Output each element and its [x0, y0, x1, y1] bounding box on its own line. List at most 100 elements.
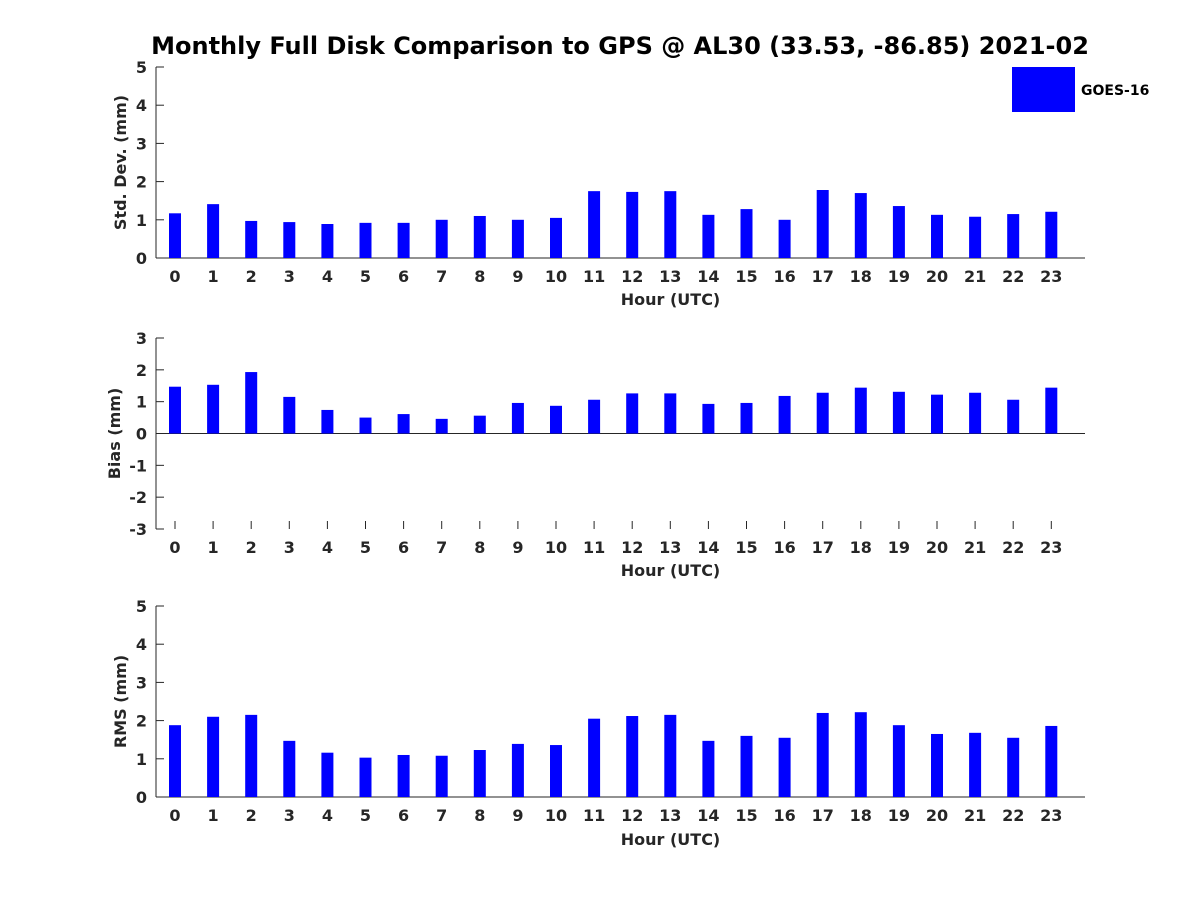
bar	[702, 740, 715, 797]
x-tick-label: 6	[398, 267, 409, 286]
x-tick-label: 23	[1040, 267, 1062, 286]
chart-title: Monthly Full Disk Comparison to GPS @ AL…	[151, 32, 1089, 60]
bar	[473, 750, 486, 797]
x-axis-label: Hour (UTC)	[621, 561, 721, 580]
x-tick-label: 17	[812, 806, 834, 825]
bar	[892, 391, 905, 434]
x-tick-label: 19	[888, 267, 910, 286]
bar	[778, 737, 791, 797]
x-tick-label: 22	[1002, 538, 1024, 557]
bar	[397, 414, 410, 434]
y-tick-label: 3	[136, 134, 147, 153]
x-tick-label: 20	[926, 267, 948, 286]
y-tick-label: 0	[136, 788, 147, 807]
bar	[588, 718, 601, 797]
x-tick-label: 0	[169, 806, 180, 825]
bar	[473, 415, 486, 434]
bar	[245, 714, 258, 797]
x-tick-label: 23	[1040, 538, 1062, 557]
x-tick-label: 1	[208, 267, 219, 286]
bar	[169, 725, 181, 797]
bar	[588, 191, 601, 258]
y-tick-label: 2	[136, 173, 147, 192]
x-tick-label: 7	[436, 267, 447, 286]
bar	[207, 204, 220, 258]
bar	[169, 213, 181, 258]
bar	[931, 394, 943, 434]
bar	[511, 219, 524, 258]
x-tick-label: 15	[735, 267, 757, 286]
x-tick-label: 3	[284, 538, 295, 557]
x-tick-label: 2	[246, 538, 257, 557]
y-tick-label: -3	[129, 520, 147, 539]
bar	[740, 209, 753, 258]
x-tick-label: 15	[735, 806, 757, 825]
x-tick-label: 12	[621, 538, 643, 557]
x-tick-label: 5	[360, 267, 371, 286]
bar	[207, 384, 220, 434]
x-tick-label: 20	[926, 538, 948, 557]
bar	[969, 732, 982, 797]
y-tick-label: 5	[136, 597, 147, 616]
x-tick-label: 16	[773, 806, 795, 825]
x-tick-label: 7	[436, 538, 447, 557]
bar	[816, 190, 829, 258]
y-axis-label: RMS (mm)	[111, 655, 130, 748]
x-axis-label: Hour (UTC)	[621, 830, 721, 849]
y-tick-label: 1	[136, 393, 147, 412]
bar	[1045, 725, 1058, 797]
x-tick-label: 5	[360, 806, 371, 825]
x-tick-label: 17	[812, 538, 834, 557]
x-tick-label: 4	[322, 267, 333, 286]
bar	[816, 392, 829, 434]
bar	[511, 743, 524, 797]
x-tick-label: 2	[246, 806, 257, 825]
x-tick-label: 3	[284, 267, 295, 286]
bar	[1007, 399, 1020, 434]
bar	[1007, 737, 1020, 797]
x-tick-label: 21	[964, 538, 986, 557]
bar	[1007, 214, 1020, 258]
bar	[816, 712, 829, 797]
x-tick-label: 19	[888, 806, 910, 825]
x-axis-label: Hour (UTC)	[621, 290, 721, 309]
bar	[207, 716, 220, 797]
x-tick-label: 9	[512, 538, 523, 557]
x-tick-label: 13	[659, 267, 681, 286]
x-tick-label: 16	[773, 267, 795, 286]
x-tick-label: 14	[697, 806, 719, 825]
legend: GOES-16	[1012, 67, 1149, 112]
x-tick-label: 18	[850, 538, 872, 557]
x-tick-label: 9	[512, 806, 523, 825]
x-tick-label: 14	[697, 538, 719, 557]
bar	[359, 417, 372, 434]
legend-swatch	[1012, 67, 1075, 112]
x-tick-label: 3	[284, 806, 295, 825]
x-tick-label: 4	[322, 538, 333, 557]
bar	[931, 733, 943, 797]
bar	[321, 752, 334, 797]
x-tick-label: 10	[545, 806, 567, 825]
y-tick-label: 1	[136, 750, 147, 769]
bar	[435, 418, 448, 434]
y-tick-label: 3	[136, 673, 147, 692]
x-tick-label: 12	[621, 267, 643, 286]
bar	[854, 193, 867, 258]
x-tick-label: 17	[812, 267, 834, 286]
bar	[740, 735, 753, 797]
bar	[892, 206, 905, 258]
y-tick-label: 2	[136, 361, 147, 380]
x-tick-label: 10	[545, 538, 567, 557]
bar	[245, 220, 258, 258]
x-tick-label: 6	[398, 538, 409, 557]
bar	[397, 222, 410, 258]
bar	[283, 396, 296, 434]
x-tick-label: 13	[659, 538, 681, 557]
bar	[321, 409, 334, 434]
y-axis-label: Bias (mm)	[105, 388, 124, 480]
x-tick-label: 15	[735, 538, 757, 557]
